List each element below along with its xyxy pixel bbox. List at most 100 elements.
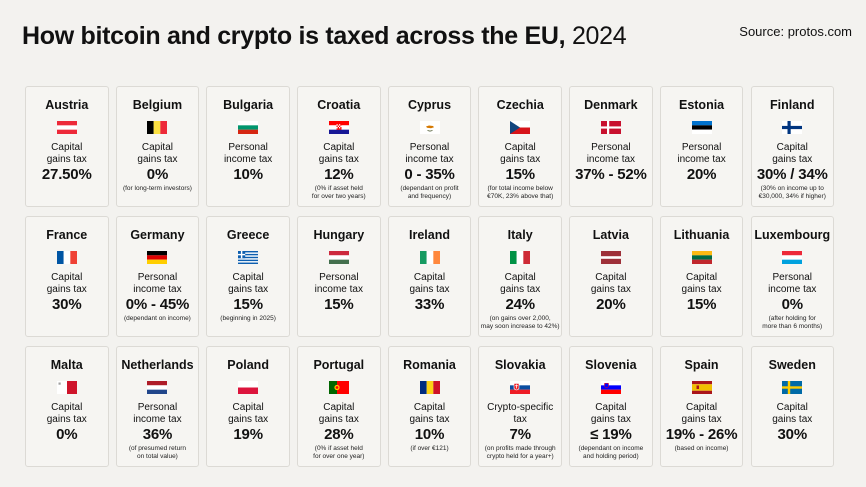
title-year: 2024 <box>571 22 627 50</box>
tax-rate: 19% - 26% <box>665 426 738 443</box>
italy-flag-icon <box>510 251 531 264</box>
luxembourg-flag-icon <box>782 251 803 264</box>
country-card-croatia: Croatia Capital gains tax 12% (0% if asset … <box>297 86 381 207</box>
tax-note: (0% if asset held for over one year) <box>313 445 365 460</box>
tax-rate: 27.50% <box>41 166 92 183</box>
tax-note: (dependant on income) <box>124 315 191 322</box>
tax-type: Capital gains tax <box>681 402 722 425</box>
tax-rate: 7% <box>509 426 531 443</box>
tax-rate: 24% <box>505 296 535 313</box>
country-name: France <box>46 228 88 242</box>
slovakia-flag-icon <box>510 381 531 394</box>
tax-rate: 0% <box>146 166 169 183</box>
tax-note: (if over €121) <box>410 445 449 452</box>
country-card-greece: Greece Capital gains tax 15% (beginning in … <box>206 216 290 337</box>
tax-note: (0% if asset held for over two years) <box>311 185 366 200</box>
source-credit: Source: protos.com <box>739 24 852 39</box>
tax-rate: 15% <box>233 296 263 313</box>
tax-note: (dependant on profit and frequency) <box>400 185 459 200</box>
tax-rate: 30% / 34% <box>756 166 828 183</box>
country-card-slovakia: Slovakia Crypto-specific tax 7% (on profits… <box>478 346 562 467</box>
tax-type: Personal income tax <box>223 142 273 165</box>
title-text: How bitcoin and crypto is taxed across t… <box>22 22 566 50</box>
country-name: Hungary <box>313 228 365 242</box>
tax-note: (dependant on income and holding period) <box>578 445 644 460</box>
tax-rate: 33% <box>414 296 445 313</box>
poland-flag-icon <box>238 381 259 394</box>
tax-rate: 20% <box>596 296 626 313</box>
country-card-france: France Capital gains tax 30% <box>25 216 109 337</box>
tax-type: Capital gains tax <box>500 142 541 165</box>
tax-rate: 15% <box>505 166 535 183</box>
spain-flag-icon <box>691 381 712 394</box>
tax-rate: 0 - 35% <box>404 166 455 183</box>
country-card-netherlands: Netherlands Personal income tax 36% (of pre… <box>115 346 200 467</box>
country-card-hungary: Hungary Personal income tax 15% <box>297 216 381 337</box>
country-name: Estonia <box>678 98 725 112</box>
tax-type: Capital gains tax <box>681 272 722 295</box>
estonia-flag-icon <box>691 121 712 134</box>
tax-type: Capital gains tax <box>772 402 813 425</box>
country-card-malta: Malta Capital gains tax 0% <box>25 346 109 467</box>
country-card-spain: Spain Capital gains tax 19% - 26% (based on… <box>659 346 744 467</box>
country-name: Malta <box>50 358 83 372</box>
tax-rate: 20% <box>686 166 717 183</box>
tax-note: (after holding for more than 6 months) <box>762 315 823 330</box>
germany-flag-icon <box>147 251 168 264</box>
tax-type: Capital gains tax <box>137 142 178 165</box>
tax-note: (on profits made through crypto held for… <box>484 445 556 460</box>
country-name: Cyprus <box>407 98 452 112</box>
belgium-flag-icon <box>147 121 168 134</box>
country-name: Austria <box>45 98 89 112</box>
country-name: Netherlands <box>121 358 194 372</box>
country-card-bulgaria: Bulgaria Personal income tax 10% <box>206 86 290 207</box>
tax-type: Capital gains tax <box>46 142 87 165</box>
greece-flag-icon <box>238 251 259 264</box>
country-name: Slovenia <box>585 358 637 372</box>
tax-type: Capital gains tax <box>46 402 87 425</box>
croatia-flag-icon <box>328 121 349 134</box>
czechia-flag-icon <box>510 121 531 134</box>
country-name: Finland <box>770 98 815 112</box>
country-card-latvia: Latvia Capital gains tax 20% <box>569 216 653 337</box>
country-name: Bulgaria <box>223 98 274 112</box>
tax-type: Crypto-specific tax <box>487 402 554 425</box>
hungary-flag-icon <box>328 251 349 264</box>
country-name: Lithuania <box>673 228 730 242</box>
tax-type: Capital gains tax <box>500 272 541 295</box>
cyprus-flag-icon <box>419 121 440 134</box>
country-name: Czechia <box>496 98 544 112</box>
country-grid: Austria Capital gains tax 27.50% Belgium Cap… <box>25 86 836 467</box>
tax-type: Capital gains tax <box>46 272 87 295</box>
austria-flag-icon <box>56 121 77 134</box>
tax-note: (for total income below €70K, 23% above … <box>487 185 554 200</box>
netherlands-flag-icon <box>147 381 168 394</box>
tax-type: Capital gains tax <box>590 272 631 295</box>
country-card-austria: Austria Capital gains tax 27.50% <box>25 86 109 207</box>
country-card-slovenia: Slovenia Capital gains tax ≤ 19% (dependant… <box>569 346 653 467</box>
country-name: Germany <box>130 228 185 242</box>
tax-type: Capital gains tax <box>409 402 450 425</box>
country-card-finland: Finland Capital gains tax 30% / 34% (30% on… <box>750 86 834 207</box>
france-flag-icon <box>56 251 77 264</box>
tax-rate: 10% <box>233 166 263 183</box>
country-card-ireland: Ireland Capital gains tax 33% <box>387 216 472 337</box>
tax-type: Personal income tax <box>405 142 454 165</box>
tax-note: (based on income) <box>674 445 729 452</box>
tax-type: Capital gains tax <box>318 142 359 165</box>
country-card-germany: Germany Personal income tax 0% - 45% (depen… <box>115 216 200 337</box>
tax-rate: 36% <box>142 426 173 443</box>
malta-flag-icon <box>56 381 77 394</box>
tax-rate: 30% <box>52 296 82 313</box>
tax-type: Personal income tax <box>133 272 182 295</box>
country-card-romania: Romania Capital gains tax 10% (if over €121… <box>387 346 472 467</box>
tax-rate: 28% <box>324 426 354 443</box>
country-name: Belgium <box>132 98 183 112</box>
tax-rate: ≤ 19% <box>590 426 632 443</box>
tax-type: Personal income tax <box>768 272 817 295</box>
tax-type: Capital gains tax <box>318 402 359 425</box>
country-name: Greece <box>226 228 270 242</box>
tax-rate: 30% <box>777 426 808 443</box>
tax-note: (30% on income up to €30,000, 34% if hig… <box>758 185 826 200</box>
tax-type: Personal income tax <box>677 142 726 165</box>
